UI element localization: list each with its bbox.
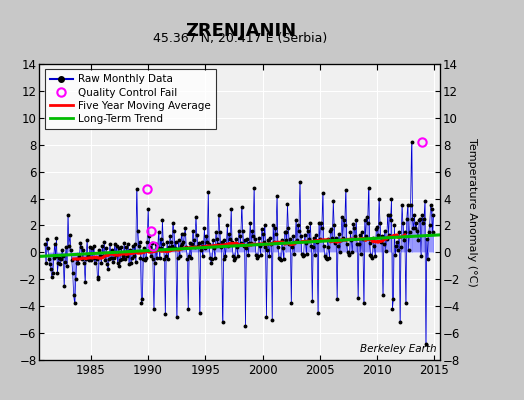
- Text: Berkeley Earth: Berkeley Earth: [359, 344, 436, 354]
- Text: ZRENJANIN: ZRENJANIN: [185, 22, 297, 40]
- Legend: Raw Monthly Data, Quality Control Fail, Five Year Moving Average, Long-Term Tren: Raw Monthly Data, Quality Control Fail, …: [45, 69, 216, 129]
- Y-axis label: Temperature Anomaly (°C): Temperature Anomaly (°C): [467, 138, 477, 286]
- Title: 45.367 N, 20.417 E (Serbia): 45.367 N, 20.417 E (Serbia): [152, 32, 327, 45]
